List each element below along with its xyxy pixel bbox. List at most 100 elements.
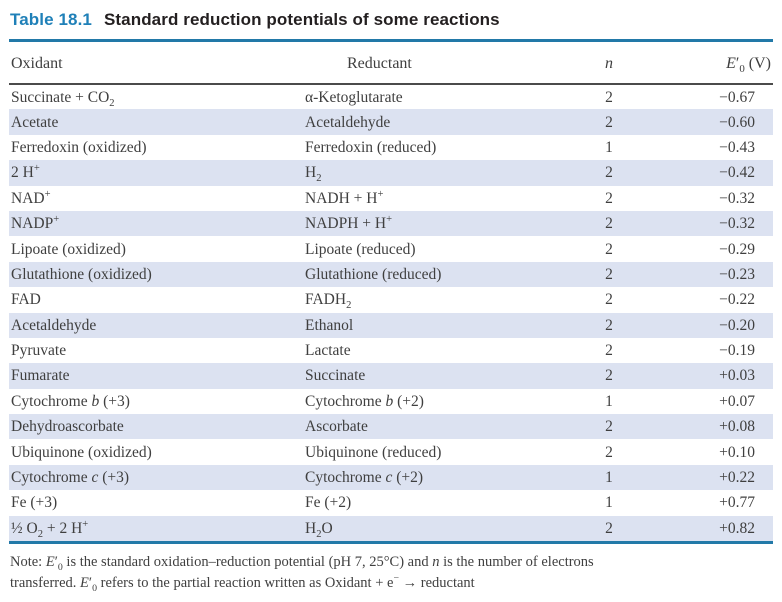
- oxidant-cell: Dehydroascorbate: [11, 418, 124, 436]
- n-cell: 2: [605, 215, 613, 233]
- oxidant-cell: Fumarate: [11, 367, 70, 385]
- column-header-e0: E′0 (V): [655, 42, 773, 85]
- n-cell: 2: [605, 240, 613, 258]
- potential-cell: −0.20: [719, 316, 755, 334]
- oxidant-cell: NAD+: [11, 188, 51, 207]
- potential-cell: −0.42: [719, 164, 755, 182]
- reductant-cell: Ethanol: [305, 316, 354, 334]
- table-row: 2 H+ H2 2 −0.42: [9, 160, 773, 186]
- table-row: Ubiquinone (oxidized) Ubiquinone (reduced…: [9, 439, 773, 464]
- header-row: Oxidant Reductant n E′0 (V): [9, 42, 773, 85]
- oxidant-cell: Cytochrome b (+3): [11, 392, 130, 410]
- table-row: Succinate + CO2 α-Ketoglutarate 2 −0.67: [9, 84, 773, 109]
- reductant-cell: Succinate: [305, 367, 366, 385]
- oxidant-cell: FAD: [11, 291, 41, 309]
- table-title: Table 18.1 Standard reduction potentials …: [9, 5, 773, 39]
- n-cell: 2: [605, 443, 613, 461]
- reductant-cell: Acetaldehyde: [305, 113, 391, 131]
- potential-cell: +0.82: [719, 519, 755, 537]
- oxidant-cell: NADP+: [11, 213, 60, 233]
- potential-cell: +0.08: [719, 418, 755, 436]
- potential-cell: −0.60: [719, 113, 755, 131]
- potential-cell: +0.77: [719, 494, 755, 512]
- reductant-cell: Cytochrome c (+2): [305, 469, 424, 487]
- table-caption: Standard reduction potentials of some re…: [103, 10, 500, 29]
- reductant-cell: NADH + H+: [305, 188, 384, 207]
- n-cell: 2: [605, 88, 613, 106]
- table-row: FAD FADH2 2 −0.22: [9, 287, 773, 312]
- reductant-cell: H2O: [305, 519, 333, 540]
- n-cell: 2: [605, 291, 613, 309]
- potential-cell: −0.67: [719, 88, 755, 106]
- table-row: Ferredoxin (oxidized) Ferredoxin (reduced…: [9, 135, 773, 160]
- table-row: Dehydroascorbate Ascorbate 2 +0.08: [9, 414, 773, 440]
- n-cell: 2: [605, 189, 613, 207]
- table-row: Fumarate Succinate 2 +0.03: [9, 363, 773, 389]
- table-number: Table 18.1: [10, 10, 92, 29]
- oxidant-cell: Ubiquinone (oxidized): [11, 443, 152, 461]
- reductant-cell: α-Ketoglutarate: [305, 88, 403, 106]
- column-header-oxidant: Oxidant: [9, 42, 305, 85]
- n-cell: 2: [605, 164, 613, 182]
- reductant-cell: Lipoate (reduced): [305, 240, 416, 258]
- table-row: NAD+ NADH + H+ 2 −0.32: [9, 186, 773, 211]
- oxidant-cell: Glutathione (oxidized): [11, 265, 152, 283]
- reductant-cell: H2: [305, 164, 322, 185]
- table-note: Note: E′0 is the standard oxidation–redu…: [10, 554, 594, 594]
- reductant-cell: NADPH + H+: [305, 213, 393, 233]
- oxidant-cell: Succinate + CO2: [11, 88, 115, 109]
- n-cell: 2: [605, 113, 613, 131]
- top-rule: [9, 39, 773, 42]
- reductant-cell: Lactate: [305, 342, 351, 360]
- n-cell: 1: [605, 469, 613, 487]
- table-row: Glutathione (oxidized) Glutathione (reduc…: [9, 261, 773, 288]
- table-row: ½ O2 + 2 H+ H2O 2 +0.82: [9, 515, 773, 542]
- potential-cell: +0.22: [719, 469, 755, 487]
- oxidant-cell: Acetaldehyde: [11, 316, 97, 334]
- table-row: Acetaldehyde Ethanol 2 −0.20: [9, 312, 773, 338]
- oxidant-cell: ½ O2 + 2 H+: [11, 518, 89, 540]
- potential-cell: −0.32: [719, 189, 755, 207]
- column-header-n: n: [563, 42, 655, 85]
- oxidant-cell: Fe (+3): [11, 494, 58, 512]
- table-row: Fe (+3) Fe (+2) 1 +0.77: [9, 490, 773, 515]
- oxidant-cell: Ferredoxin (oxidized): [11, 138, 147, 156]
- potential-cell: −0.22: [719, 291, 755, 309]
- table-row: NADP+ NADPH + H+ 2 −0.32: [9, 210, 773, 237]
- oxidant-cell: Cytochrome c (+3): [11, 469, 130, 487]
- column-header-reductant: Reductant: [305, 42, 563, 85]
- table-row: Acetate Acetaldehyde 2 −0.60: [9, 109, 773, 135]
- reductant-cell: Cytochrome b (+2): [305, 392, 424, 410]
- reductant-cell: Fe (+2): [305, 494, 352, 512]
- potential-cell: −0.29: [719, 240, 755, 258]
- n-cell: 2: [605, 265, 613, 283]
- reductant-cell: Ubiquinone (reduced): [305, 443, 442, 461]
- reductant-cell: Ferredoxin (reduced): [305, 138, 437, 156]
- n-cell: 2: [605, 519, 613, 537]
- oxidant-cell: Acetate: [11, 113, 59, 131]
- n-cell: 1: [605, 138, 613, 156]
- table-row: Lipoate (oxidized) Lipoate (reduced) 2 −0.2…: [9, 236, 773, 261]
- potential-cell: −0.23: [719, 265, 755, 283]
- n-cell: 2: [605, 367, 613, 385]
- n-cell: 1: [605, 494, 613, 512]
- n-cell: 2: [605, 316, 613, 334]
- potential-cell: +0.03: [719, 367, 755, 385]
- potential-cell: +0.07: [719, 392, 755, 410]
- table-row: Cytochrome b (+3) Cytochrome b (+2) 1 +0.07: [9, 389, 773, 414]
- bottom-rule: [9, 541, 773, 545]
- potential-cell: −0.32: [719, 215, 755, 233]
- oxidant-cell: Pyruvate: [11, 342, 67, 360]
- n-cell: 1: [605, 392, 613, 410]
- n-cell: 2: [605, 418, 613, 436]
- reductant-cell: Ascorbate: [305, 418, 368, 436]
- potential-cell: −0.19: [719, 342, 755, 360]
- potential-cell: −0.43: [719, 138, 755, 156]
- table-row: Cytochrome c (+3) Cytochrome c (+2) 1 +0.22: [9, 464, 773, 491]
- table-header: Oxidant Reductant n E′0 (V): [9, 42, 773, 85]
- n-cell: 2: [605, 342, 613, 360]
- reductant-cell: Glutathione (reduced): [305, 265, 442, 283]
- potential-cell: +0.10: [719, 443, 755, 461]
- oxidant-cell: Lipoate (oxidized): [11, 240, 126, 258]
